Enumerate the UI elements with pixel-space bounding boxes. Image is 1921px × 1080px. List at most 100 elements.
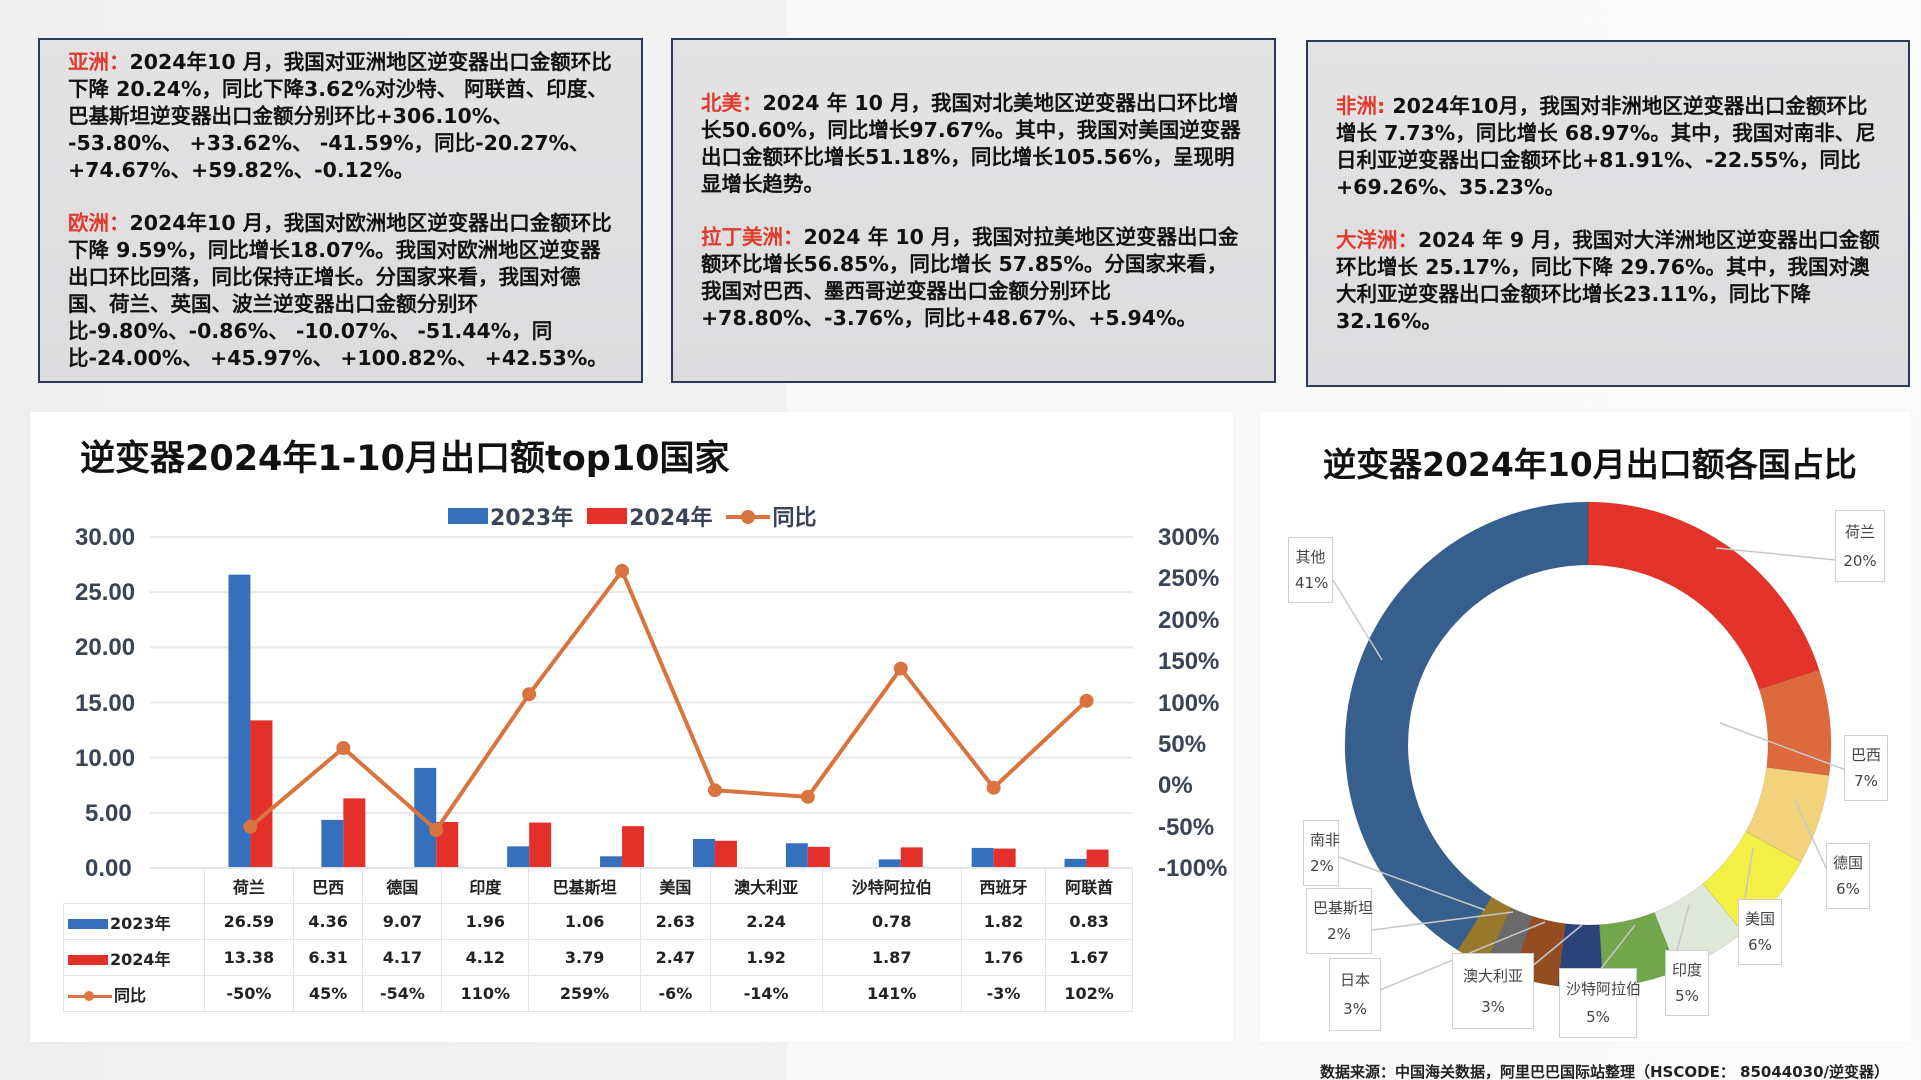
table-header-cell: 巴基斯坦	[528, 867, 642, 904]
table-cell-2023: 2.63	[640, 903, 711, 940]
table-cell-2024: 2.47	[640, 939, 711, 976]
left-tick: 5.00	[85, 800, 132, 827]
bar-2023	[692, 838, 715, 868]
asia-text: 2024年10 月，我国对亚洲地区逆变器出口金额环比下降 20.24%，同比下降…	[68, 50, 612, 182]
data-source-footer: 数据来源：中国海关数据，阿里巴巴国际站整理（HSCODE： 85044030/逆…	[1320, 1063, 1890, 1080]
donut-label-netherlands: 荷兰 20%	[1835, 510, 1885, 582]
leader-line	[1338, 856, 1486, 911]
oceania-text: 2024 年 9 月，我国对大洋洲地区逆变器出口金额环比增长 25.17%，同比…	[1336, 227, 1880, 333]
bar-2023	[600, 856, 623, 868]
slice-name: 巴基斯坦	[1313, 899, 1374, 917]
slice-name: 其他	[1295, 548, 1326, 566]
yoy-marker	[800, 789, 815, 804]
table-cell-yoy: -3%	[960, 975, 1047, 1012]
north-america-region-label: 北美：	[701, 90, 763, 115]
table-cell-2024: 1.67	[1045, 939, 1133, 976]
asia-region-label: 亚洲：	[68, 50, 130, 74]
donut-label-other: 其他 41%	[1288, 537, 1333, 603]
leader-line	[1715, 547, 1837, 561]
bar-2023	[971, 847, 994, 868]
leader-line	[1794, 799, 1828, 871]
slice-name: 印度	[1672, 961, 1703, 979]
slice-pct: 5%	[1675, 987, 1699, 1005]
leader-line	[1599, 924, 1636, 971]
yoy-marker	[893, 661, 908, 676]
right-tick: 100%	[1158, 690, 1220, 717]
europe-text: 2024年10 月，我国对欧洲地区逆变器出口金额环比下降 9.59%，同比增长1…	[68, 211, 612, 370]
donut-label-australia: 澳大利亚 3%	[1452, 953, 1534, 1029]
legend-swatch-2023	[448, 508, 488, 524]
africa-oceania-panel: 非洲: 2024年10月，我国对非洲地区逆变器出口金额环比增长 7.73%，同比…	[1306, 40, 1910, 387]
bar-2024	[343, 798, 366, 868]
left-tick: 20.00	[75, 634, 136, 661]
bar-2024	[1086, 849, 1109, 868]
legend-label-2023: 2023年	[490, 506, 574, 531]
left-tick: 25.00	[75, 579, 136, 606]
left-tick: 30.00	[75, 524, 136, 551]
table-cell-yoy: -14%	[709, 975, 823, 1012]
asia-europe-panel: 亚洲：2024年10 月，我国对亚洲地区逆变器出口金额环比下降 20.24%，同…	[38, 38, 643, 383]
latin-america-text: 2024 年 10 月，我国对拉美地区逆变器出口金额环比增长56.85%，同比增…	[701, 224, 1239, 330]
north-america-paragraph: 北美：2024 年 10 月，我国对北美地区逆变器出口环比增长50.60%，同比…	[701, 90, 1246, 198]
europe-region-label: 欧洲：	[68, 211, 130, 235]
table-cell-2024: 13.38	[204, 939, 294, 976]
table-row-yoy: 同比 -50% 45% -54% 110% 259% -6% -14% 141% -3% 102%	[63, 975, 1133, 1012]
bar-2023	[228, 574, 251, 868]
slice-name: 巴西	[1851, 746, 1882, 764]
row-label-text: 同比	[114, 985, 147, 1005]
bar-2024	[622, 826, 645, 868]
table-cell-2023: 26.59	[204, 903, 294, 940]
yoy-marker	[336, 741, 351, 756]
table-cell-2024: 4.17	[362, 939, 443, 976]
yoy-marker	[707, 783, 722, 798]
donut-label-japan: 日本 3%	[1329, 958, 1381, 1031]
left-tick: 15.00	[75, 690, 136, 717]
donut-slice	[1344, 501, 1589, 951]
latin-america-region-label: 拉丁美洲：	[701, 224, 804, 249]
legend-yoy: 同比	[726, 500, 816, 532]
yoy-marker	[1079, 693, 1094, 708]
yoy-marker	[615, 563, 630, 578]
donut-chart-title: 逆变器2024年10月出口额各国占比	[1323, 445, 1857, 484]
slice-name: 日本	[1339, 970, 1370, 989]
table-cell-2024: 1.76	[960, 939, 1047, 976]
donut-slice	[1587, 501, 1820, 691]
table-header-cell: 巴西	[292, 867, 364, 904]
bar-chart-legend: 2023年 2024年 同比	[448, 500, 816, 532]
right-tick: -100%	[1158, 855, 1228, 882]
slice-pct: 2%	[1327, 925, 1351, 943]
right-tick: 200%	[1158, 607, 1220, 634]
europe-paragraph: 欧洲：2024年10 月，我国对欧洲地区逆变器出口金额环比下降 9.59%，同比…	[68, 210, 613, 372]
donut-label-saudi-arabia: 沙特阿拉伯 5%	[1559, 968, 1641, 1038]
leader-line	[1332, 579, 1383, 661]
right-tick: 150%	[1158, 648, 1220, 675]
swatch-2023-icon	[68, 919, 108, 929]
asia-paragraph: 亚洲：2024年10 月，我国对亚洲地区逆变器出口金额环比下降 20.24%，同…	[68, 49, 613, 184]
bar-2024	[714, 840, 737, 868]
bar-2023	[785, 843, 808, 868]
slice-pct: 6%	[1836, 880, 1860, 898]
table-header-cell: 德国	[362, 867, 443, 904]
oceania-region-label: 大洋洲：	[1336, 227, 1418, 252]
latin-america-paragraph: 拉丁美洲：2024 年 10 月，我国对拉美地区逆变器出口金额环比增长56.85…	[701, 224, 1246, 332]
table-cell-yoy: -54%	[362, 975, 443, 1012]
slice-pct: 20%	[1843, 551, 1877, 570]
africa-region-label: 非洲:	[1336, 93, 1386, 118]
row-label-text: 2023年	[110, 913, 171, 933]
left-tick: 0.00	[85, 855, 132, 882]
bar-2024	[900, 847, 923, 868]
table-cell-yoy: -50%	[204, 975, 294, 1012]
donut-label-germany: 德国 6%	[1826, 843, 1870, 909]
slice-pct: 3%	[1481, 997, 1505, 1016]
bar-2023	[1064, 858, 1087, 868]
table-cell-yoy: 259%	[528, 975, 642, 1012]
table-cell-yoy: -6%	[640, 975, 711, 1012]
yoy-marker	[522, 687, 537, 702]
row-label-yoy: 同比	[63, 975, 205, 1012]
right-tick: 50%	[1158, 731, 1207, 758]
legend-swatch-yoy	[726, 508, 771, 524]
table-cell-2023: 1.82	[960, 903, 1047, 940]
table-cell-2024: 4.12	[441, 939, 530, 976]
slice-pct: 5%	[1586, 1008, 1610, 1026]
donut-label-usa: 美国 6%	[1738, 899, 1782, 965]
